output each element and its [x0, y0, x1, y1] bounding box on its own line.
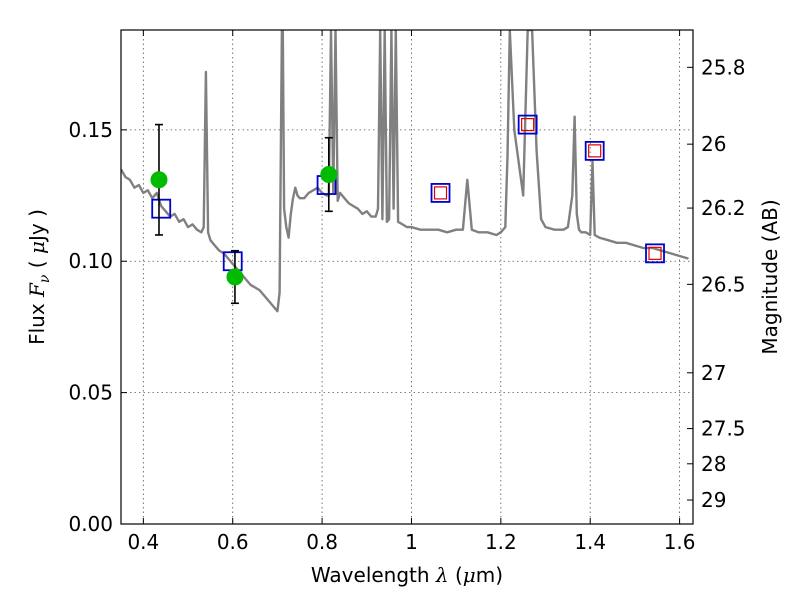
synthetic-inner-box: [648, 246, 662, 260]
synthetic-box: [645, 243, 665, 264]
observed-point: [320, 166, 338, 184]
synthetic-inner-box: [588, 144, 602, 158]
plot-frame: [120, 29, 694, 525]
x-tick-label: 1: [405, 530, 418, 554]
data-layer: [121, 30, 689, 313]
y2-axis-label: Magnitude (AB): [758, 199, 782, 354]
y-axis-label: Flux Fν ( μJy ): [25, 209, 53, 345]
x-tick-label: 1.6: [664, 530, 696, 554]
observed-point: [150, 171, 168, 189]
synthetic-box: [584, 140, 605, 161]
mag-tick-label: 29: [701, 488, 726, 512]
mag-tick-label: 28: [701, 452, 726, 476]
y-tick-label: 0.15: [68, 118, 113, 142]
y-tick-label: 0.00: [68, 512, 113, 536]
mag-tick-label: 26: [701, 132, 726, 156]
synthetic-inner-box: [521, 117, 535, 132]
ticks: 0.4 0.6 0.8 1 1.2 1.4 1.6 0.00 0.05 0.10 0.15 25.8 2…: [68, 30, 746, 554]
x-tick-label: 0.8: [306, 530, 338, 554]
mag-tick-label: 25.8: [701, 55, 746, 79]
y-tick-label: 0.05: [68, 381, 113, 405]
synthetic-box: [517, 114, 538, 135]
mag-tick-label: 26.2: [701, 196, 746, 220]
x-tick-label: 0.6: [217, 530, 249, 554]
mag-tick-label: 26.5: [701, 272, 746, 296]
synthetic-inner-box: [433, 186, 448, 200]
y-tick-label: 0.10: [68, 249, 113, 273]
mag-tick-label: 27.5: [701, 417, 746, 441]
marker-layer: [150, 114, 665, 305]
synthetic-box: [430, 183, 451, 203]
observed-point: [226, 268, 244, 286]
x-tick-label: 1.2: [485, 530, 517, 554]
x-axis-label: Wavelength λ (μm): [311, 563, 503, 587]
sed-line: [121, 30, 689, 313]
x-tick-label: 1.4: [574, 530, 606, 554]
x-tick-label: 0.4: [127, 530, 159, 554]
mag-tick-label: 27: [701, 361, 726, 385]
synthetic-box: [151, 198, 172, 219]
